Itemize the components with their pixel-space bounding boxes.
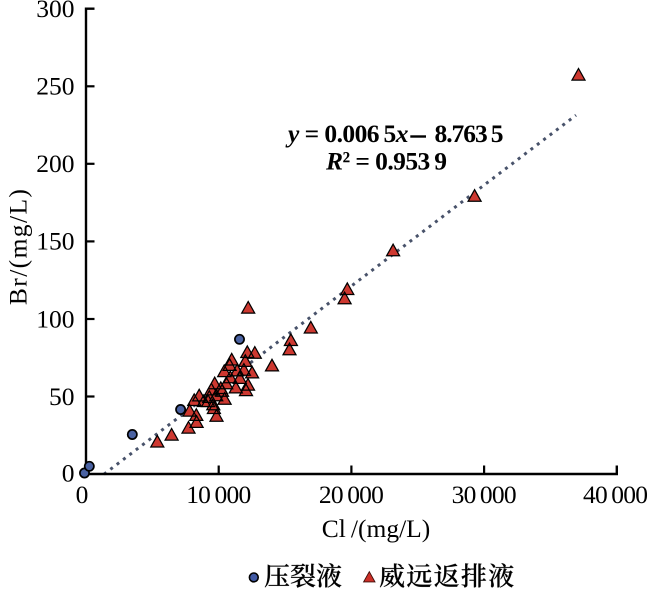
svg-text:Cl /(mg/L): Cl /(mg/L) bbox=[322, 514, 431, 543]
svg-text:0: 0 bbox=[76, 480, 89, 509]
svg-text:0: 0 bbox=[62, 459, 75, 488]
svg-text:300: 300 bbox=[36, 0, 74, 23]
svg-text:8.763 5: 8.763 5 bbox=[435, 119, 504, 148]
svg-text:40 000: 40 000 bbox=[583, 480, 648, 509]
svg-text:200: 200 bbox=[36, 149, 74, 178]
svg-text:30 000: 30 000 bbox=[452, 480, 517, 509]
svg-text:Br/(mg/L): Br/(mg/L) bbox=[4, 188, 33, 305]
svg-text:20 000: 20 000 bbox=[319, 480, 384, 509]
svg-text:250: 250 bbox=[36, 72, 74, 101]
svg-text:50: 50 bbox=[49, 382, 75, 411]
svg-text:10 000: 10 000 bbox=[186, 480, 251, 509]
svg-text:y = 0.006 5x: y = 0.006 5x bbox=[285, 119, 409, 148]
svg-text:150: 150 bbox=[36, 227, 74, 256]
svg-text:R² = 0.953 9: R² = 0.953 9 bbox=[325, 147, 447, 176]
svg-text:100: 100 bbox=[36, 304, 74, 333]
